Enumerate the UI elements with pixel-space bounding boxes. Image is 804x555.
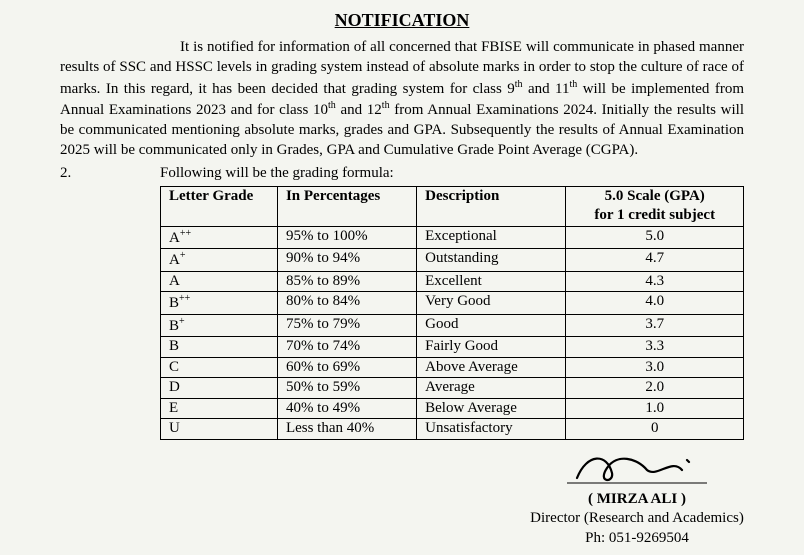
cell-pct: 50% to 59% — [277, 378, 416, 399]
cell-pct: 60% to 69% — [277, 357, 416, 378]
cell-desc: Fairly Good — [417, 337, 566, 358]
cell-grade: B++ — [161, 292, 278, 315]
cell-desc: Very Good — [417, 292, 566, 315]
cell-gpa: 4.0 — [566, 292, 744, 315]
cell-pct: 40% to 49% — [277, 398, 416, 419]
table-row: A+90% to 94%Outstanding4.7 — [161, 249, 744, 272]
cell-desc: Below Average — [417, 398, 566, 419]
grade-sup: + — [179, 316, 185, 327]
sup-th: th — [515, 79, 523, 90]
th-gpa: 5.0 Scale (GPA) for 1 credit subject — [566, 186, 744, 226]
para2-text: Following will be the grading formula: — [160, 165, 394, 182]
th-desc: Description — [417, 186, 566, 226]
table-header-row: Letter Grade In Percentages Description … — [161, 186, 744, 226]
page-title: NOTIFICATION — [60, 10, 744, 31]
cell-gpa: 3.0 — [566, 357, 744, 378]
grading-table: Letter Grade In Percentages Description … — [160, 186, 744, 440]
th-gpa-l1: 5.0 Scale (GPA) — [605, 188, 705, 204]
cell-grade: A++ — [161, 226, 278, 249]
cell-gpa: 1.0 — [566, 398, 744, 419]
cell-desc: Excellent — [417, 271, 566, 292]
table-body: A++95% to 100%Exceptional5.0A+90% to 94%… — [161, 226, 744, 439]
para2-number: 2. — [60, 165, 160, 182]
table-row: B++80% to 84%Very Good4.0 — [161, 292, 744, 315]
cell-desc: Average — [417, 378, 566, 399]
cell-gpa: 0 — [566, 419, 744, 440]
cell-grade: B+ — [161, 314, 278, 337]
cell-pct: 95% to 100% — [277, 226, 416, 249]
cell-gpa: 3.7 — [566, 314, 744, 337]
cell-grade: U — [161, 419, 278, 440]
sup-th: th — [328, 100, 336, 111]
cell-grade: B — [161, 337, 278, 358]
table-row: C60% to 69%Above Average3.0 — [161, 357, 744, 378]
table-row: A85% to 89%Excellent4.3 — [161, 271, 744, 292]
cell-pct: 85% to 89% — [277, 271, 416, 292]
signature-icon — [562, 448, 712, 488]
th-gpa-l2: for 1 credit subject — [594, 207, 715, 223]
para1-d: and 12 — [336, 102, 382, 118]
cell-desc: Above Average — [417, 357, 566, 378]
th-pct: In Percentages — [277, 186, 416, 226]
cell-desc: Unsatisfactory — [417, 419, 566, 440]
cell-pct: 80% to 84% — [277, 292, 416, 315]
table-row: A++95% to 100%Exceptional5.0 — [161, 226, 744, 249]
signature-block: ( MIRZA ALI ) Director (Research and Aca… — [530, 448, 744, 549]
table-row: D50% to 59%Average2.0 — [161, 378, 744, 399]
cell-desc: Outstanding — [417, 249, 566, 272]
signatory-name: ( MIRZA ALI ) — [530, 490, 744, 510]
th-grade: Letter Grade — [161, 186, 278, 226]
cell-grade: D — [161, 378, 278, 399]
cell-grade: A+ — [161, 249, 278, 272]
grade-sup: ++ — [179, 293, 190, 304]
cell-grade: C — [161, 357, 278, 378]
table-row: B70% to 74%Fairly Good3.3 — [161, 337, 744, 358]
cell-pct: 75% to 79% — [277, 314, 416, 337]
cell-gpa: 3.3 — [566, 337, 744, 358]
cell-pct: 90% to 94% — [277, 249, 416, 272]
cell-gpa: 4.3 — [566, 271, 744, 292]
cell-gpa: 4.7 — [566, 249, 744, 272]
grade-sup: ++ — [180, 228, 191, 239]
table-row: ULess than 40%Unsatisfactory0 — [161, 419, 744, 440]
para1-b: and 11 — [523, 81, 570, 97]
signatory-title: Director (Research and Academics) — [530, 509, 744, 529]
cell-grade: E — [161, 398, 278, 419]
cell-pct: 70% to 74% — [277, 337, 416, 358]
cell-desc: Good — [417, 314, 566, 337]
grade-sup: + — [180, 250, 186, 261]
cell-grade: A — [161, 271, 278, 292]
table-row: E40% to 49%Below Average1.0 — [161, 398, 744, 419]
cell-pct: Less than 40% — [277, 419, 416, 440]
para2-row: 2. Following will be the grading formula… — [60, 165, 744, 182]
cell-gpa: 5.0 — [566, 226, 744, 249]
table-row: B+75% to 79%Good3.7 — [161, 314, 744, 337]
body-paragraph: It is notified for information of all co… — [60, 37, 744, 161]
sup-th: th — [382, 100, 390, 111]
cell-gpa: 2.0 — [566, 378, 744, 399]
signatory-phone: Ph: 051-9269504 — [530, 529, 744, 549]
cell-desc: Exceptional — [417, 226, 566, 249]
page: NOTIFICATION It is notified for informat… — [0, 0, 804, 548]
